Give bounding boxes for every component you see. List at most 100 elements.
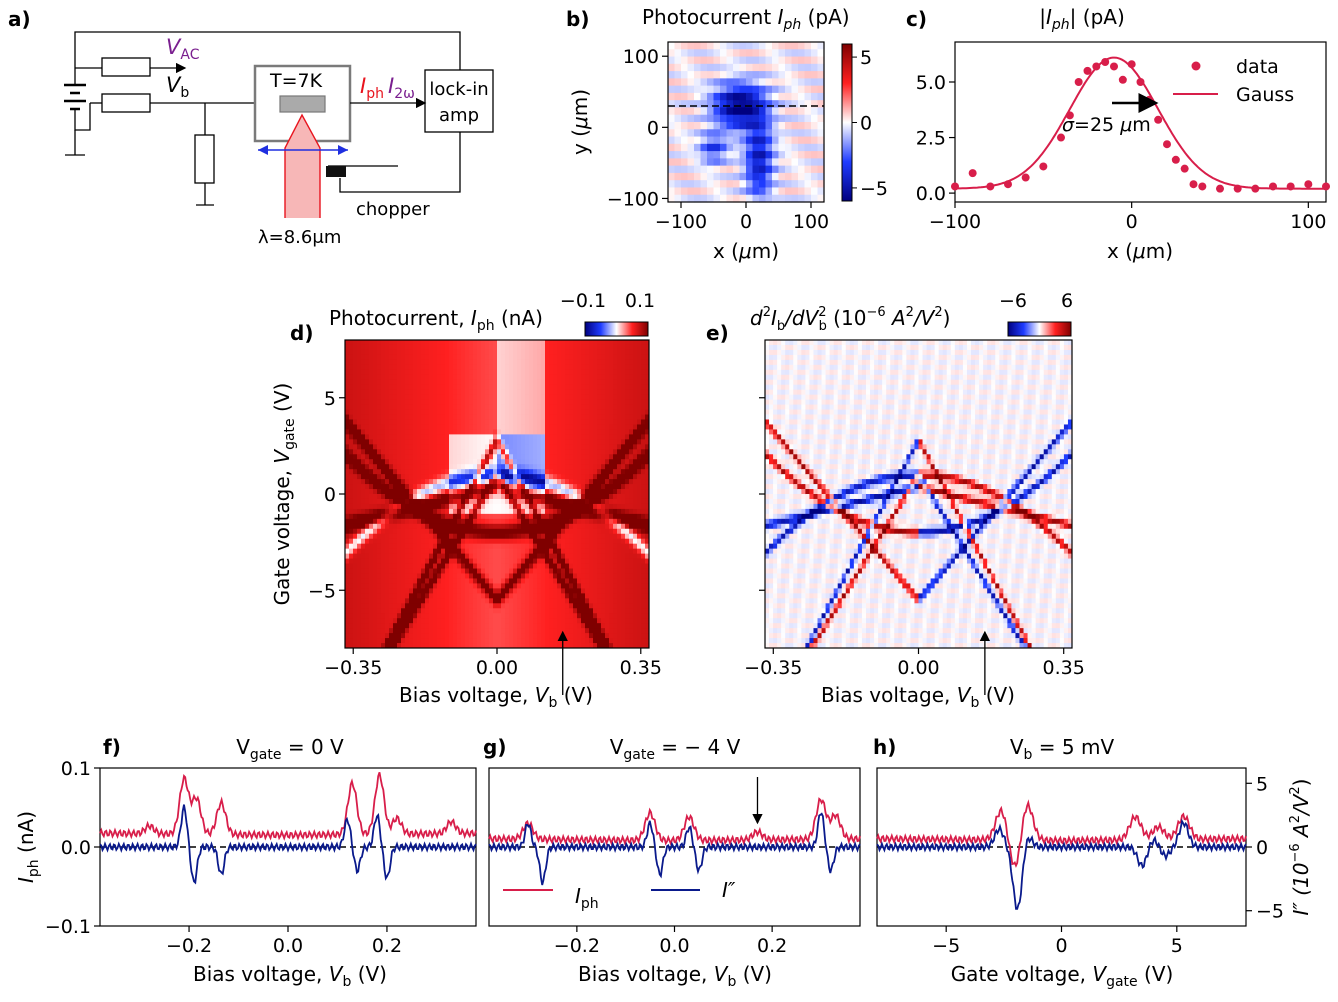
heatmap-cell xyxy=(726,143,734,152)
panel-d-cell xyxy=(457,474,462,480)
panel-d-cell xyxy=(581,613,586,619)
panel-d-cell xyxy=(437,369,442,376)
panel-d-cell xyxy=(381,439,386,445)
panel-d-cell xyxy=(461,349,466,356)
panel-d-cell xyxy=(381,429,386,435)
panel-d-cell xyxy=(353,513,358,520)
panel-d-cell xyxy=(361,498,366,505)
panel-d-cell xyxy=(617,628,622,634)
panel-d-cell xyxy=(373,479,378,485)
panel-d-cell xyxy=(445,364,450,371)
panel-d-cell xyxy=(445,454,450,460)
heatmap-cell xyxy=(798,107,806,116)
panel-d-cell xyxy=(549,548,554,555)
panel-d-cell xyxy=(485,444,490,450)
panel-d-cell xyxy=(397,374,402,381)
panel-d-cell xyxy=(429,444,434,450)
heatmap-cell xyxy=(798,194,806,203)
panel-d-cell xyxy=(597,340,602,346)
panel-d-cell xyxy=(445,359,450,366)
panel-d-cell xyxy=(461,404,466,411)
panel-d-cell xyxy=(361,618,366,624)
panel-d-cell xyxy=(425,638,430,644)
panel-d-cell xyxy=(413,449,418,455)
panel-label-a: a) xyxy=(8,7,31,31)
heatmap-cell xyxy=(674,63,682,72)
panel-d-cell xyxy=(577,344,582,351)
panel-d-cell xyxy=(473,464,478,470)
heatmap-cell xyxy=(798,187,806,196)
heatmap-cell xyxy=(700,92,708,101)
panel-d-cell xyxy=(621,344,626,351)
panel-d-cell xyxy=(485,563,490,570)
panel-d-cell xyxy=(461,588,466,594)
panel-d-cell xyxy=(505,469,510,475)
panel-d-cell xyxy=(373,593,378,599)
panel-d-cell xyxy=(537,454,542,460)
panel-d-cell xyxy=(541,479,546,485)
heatmap-cell xyxy=(746,158,754,167)
panel-d-cell xyxy=(377,464,382,470)
panel-d-cell xyxy=(605,489,610,495)
panel-d-cell xyxy=(469,583,474,589)
vac-label: VAC xyxy=(166,35,200,63)
data-point xyxy=(1004,180,1012,189)
panel-d-cell xyxy=(377,598,382,604)
panel-d-cell xyxy=(441,548,446,555)
panel-b-heatmap-cells xyxy=(668,42,825,203)
panel-d-cell xyxy=(513,633,518,639)
panel-d-cell xyxy=(497,623,502,629)
panel-d-cell xyxy=(537,469,542,475)
panel-d-cell xyxy=(609,449,614,455)
panel-d-cell xyxy=(497,434,502,440)
panel-d-cell xyxy=(413,389,418,396)
panel-d-cell xyxy=(577,628,582,634)
panel-d-cell xyxy=(605,464,610,470)
panel-d-cell xyxy=(345,623,350,629)
panel-d-cell xyxy=(429,503,434,510)
panel-d-cell xyxy=(437,563,442,570)
heatmap-cell xyxy=(765,151,773,159)
panel-d-cell xyxy=(469,613,474,619)
heatmap-cell xyxy=(804,107,812,116)
panel-d-cell xyxy=(573,369,578,376)
panel-d-cell xyxy=(597,628,602,634)
panel-d-cell xyxy=(405,503,410,510)
panel-d-cell xyxy=(357,449,362,455)
panel-d-cell xyxy=(409,613,414,619)
panel-d-cell xyxy=(465,633,470,639)
panel-d-cell xyxy=(573,379,578,386)
panel-d-cell xyxy=(441,603,446,609)
panel-d-cell xyxy=(441,384,446,391)
panel-d-cell xyxy=(557,484,562,490)
panel-d-cell xyxy=(389,419,394,425)
panel-d-cell xyxy=(553,444,558,450)
panel-d-cell xyxy=(345,618,350,624)
panel-d-cell xyxy=(437,568,442,574)
panel-d-cell xyxy=(437,603,442,609)
panel-d-cell xyxy=(545,479,550,485)
panel-d-cell xyxy=(557,543,562,550)
panel-d-cell xyxy=(617,364,622,371)
panel-d-cell xyxy=(621,533,626,540)
panel-d-cell xyxy=(441,394,446,401)
panel-d-cell xyxy=(561,399,566,406)
panel-d-cell xyxy=(437,454,442,460)
panel-d-cell xyxy=(429,618,434,624)
panel-d-cell xyxy=(425,538,430,545)
panel-d-cell xyxy=(493,583,498,589)
panel-d-cell xyxy=(485,359,490,366)
heatmap-cell xyxy=(694,49,702,58)
heatmap-cell xyxy=(791,56,799,65)
heatmap-cell xyxy=(772,172,780,181)
panel-d-cell xyxy=(557,618,562,624)
panel-d-cell xyxy=(409,593,414,599)
panel-d-cell xyxy=(465,548,470,555)
panel-d-cell xyxy=(545,494,550,500)
panel-d-cell xyxy=(477,439,482,445)
panel-d-cell xyxy=(449,568,454,574)
panel-d-cell xyxy=(601,598,606,604)
panel-d-cell xyxy=(409,340,414,346)
panel-d-cell xyxy=(505,359,510,366)
